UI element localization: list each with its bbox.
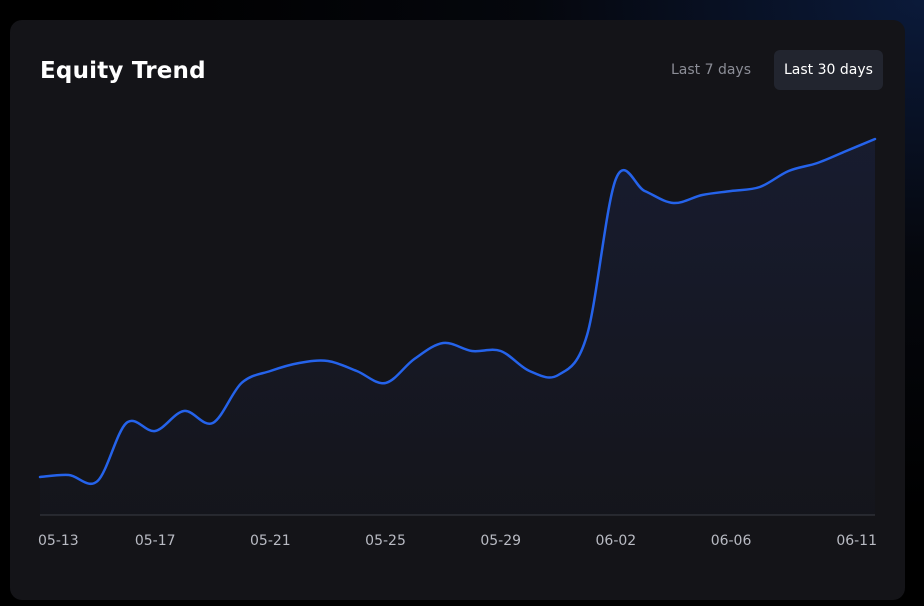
- x-tick-label: 05-21: [250, 533, 291, 549]
- chart-title: Equity Trend: [40, 58, 206, 84]
- tab-last-7-days[interactable]: Last 7 days: [671, 62, 752, 78]
- x-tick-label: 05-17: [135, 533, 176, 549]
- equity-chart: 05-13 05-17 05-21 05-25 05-29 06-02 06-06 06-11: [38, 137, 877, 549]
- x-tick-label: 06-02: [596, 533, 637, 549]
- x-axis-ticks: 05-13 05-17 05-21 05-25 05-29 06-02 06-06 06-11: [38, 533, 877, 549]
- x-tick-label: 05-29: [480, 533, 521, 549]
- equity-area-fill: [40, 139, 875, 515]
- x-tick-label: 05-13: [38, 533, 79, 549]
- x-tick-label: 05-25: [365, 533, 406, 549]
- x-tick-label: 06-06: [711, 533, 752, 549]
- equity-trend-card: Equity Trend Last 7 days Last 30 days 05…: [10, 20, 905, 600]
- tab-last-30-days[interactable]: Last 30 days: [774, 50, 883, 90]
- x-tick-label: 06-11: [836, 533, 877, 549]
- equity-line: [38, 137, 877, 486]
